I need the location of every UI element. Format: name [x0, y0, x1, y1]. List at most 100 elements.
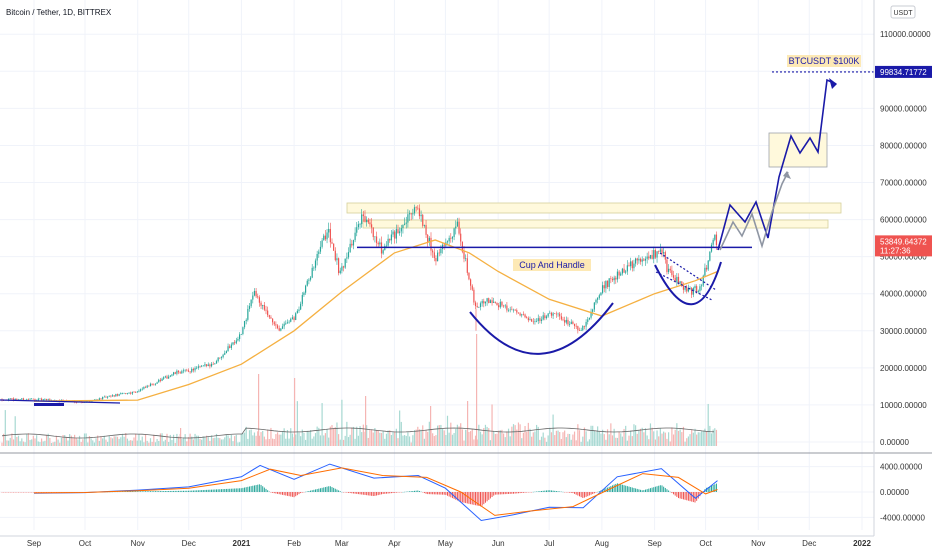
volume-bar	[413, 430, 416, 446]
candle-body	[699, 286, 701, 291]
macd-histogram-bar	[602, 489, 604, 492]
volume-bar	[361, 432, 363, 446]
macd-histogram-bar	[366, 492, 368, 496]
volume-bar	[377, 430, 379, 446]
candle-body	[95, 399, 97, 401]
volume-bar	[504, 437, 506, 446]
volume-bar	[240, 433, 242, 446]
volume-bar	[123, 436, 125, 446]
candle-body	[704, 267, 706, 276]
candle-body	[232, 342, 234, 345]
candle-body	[344, 258, 346, 268]
candle-body	[694, 286, 696, 289]
volume-bar	[230, 434, 232, 446]
volume-bar	[85, 433, 87, 446]
macd-histogram-bar	[494, 492, 496, 495]
macd-histogram-bar	[631, 487, 633, 492]
volume-bar	[126, 438, 128, 446]
volume-bar	[275, 434, 277, 446]
volume-bar	[427, 431, 429, 446]
candle-body	[526, 317, 528, 319]
volume-bar	[420, 429, 422, 446]
candle-body	[623, 268, 625, 273]
candle-body	[479, 303, 482, 308]
macd-histogram-bar	[288, 492, 290, 497]
candle-body	[118, 394, 120, 396]
volume-bar	[138, 434, 140, 446]
price-tick-label: 80000.00000	[880, 141, 927, 150]
volume-bar	[235, 434, 237, 446]
macd-histogram-bar	[382, 492, 384, 494]
candle-body	[280, 328, 282, 331]
candle-body	[504, 305, 506, 307]
volume-bar	[265, 439, 267, 446]
volume-bar	[641, 427, 643, 446]
volume-bar	[488, 428, 490, 446]
macd-histogram-bar	[275, 492, 277, 494]
volume-bar	[635, 425, 637, 446]
macd-histogram-bar	[196, 490, 198, 492]
candle-body	[613, 277, 615, 281]
macd-histogram-bar	[443, 492, 445, 495]
candle-body	[309, 277, 312, 280]
macd-histogram-bar	[715, 483, 717, 492]
macd-histogram-bar	[362, 492, 364, 495]
volume-bar	[351, 427, 353, 446]
macd-histogram-bar	[316, 489, 318, 492]
macd-histogram-bar	[476, 492, 478, 506]
candle-body	[465, 258, 467, 259]
macd-histogram-bar	[664, 487, 666, 492]
macd-histogram-bar	[603, 489, 605, 492]
candle-body	[207, 364, 209, 366]
zone-upper	[346, 202, 842, 214]
candle-body	[648, 256, 650, 259]
candle-body	[342, 266, 345, 268]
macd-histogram-bar	[440, 492, 442, 495]
volume-bar	[318, 427, 320, 446]
volume-bar	[171, 439, 173, 446]
macd-histogram-bar	[491, 492, 493, 498]
volume-bar	[192, 439, 194, 446]
volume-bar	[29, 439, 31, 446]
macd-histogram-bar	[323, 487, 325, 492]
macd-histogram-bar	[612, 485, 613, 492]
candle-body	[196, 367, 198, 369]
volume-bar	[379, 432, 381, 446]
volume-bar	[458, 426, 460, 446]
macd-histogram-bar	[559, 491, 561, 492]
volume-bar	[69, 434, 71, 446]
candle-body	[618, 271, 620, 276]
volume-bar	[196, 435, 198, 446]
macd-histogram-bar	[580, 492, 582, 498]
volume-bar	[148, 442, 150, 446]
candle-body	[159, 379, 161, 381]
macd-histogram-bar	[628, 486, 630, 492]
macd-histogram-bar	[324, 487, 326, 492]
trendline-early	[0, 399, 121, 404]
macd-histogram-bar	[258, 484, 260, 492]
macd-histogram-bar	[331, 487, 333, 492]
candle-body	[415, 207, 417, 208]
candle-body	[549, 312, 551, 314]
volume-bar	[107, 441, 109, 446]
volume-bar	[324, 433, 326, 446]
currency-button[interactable]: USDT	[890, 5, 916, 19]
macd-histogram-bar	[247, 486, 249, 492]
macd-histogram-bar	[174, 490, 176, 492]
macd-histogram-bar	[277, 492, 279, 494]
volume-bar	[247, 438, 249, 446]
volume-bar	[583, 427, 586, 446]
candle-body	[334, 250, 336, 261]
macd-histogram-bar	[663, 486, 665, 492]
candle-body	[197, 366, 199, 368]
volume-bar	[603, 434, 605, 446]
macd-histogram-bar	[549, 490, 551, 492]
volume-bar	[375, 430, 378, 446]
volume-bar	[644, 428, 647, 446]
volume-bar	[128, 440, 130, 446]
candle-body	[179, 372, 181, 374]
volume-bar	[4, 410, 6, 446]
time-tick-label: Dec	[802, 539, 816, 548]
macd-histogram-bar	[646, 489, 648, 492]
